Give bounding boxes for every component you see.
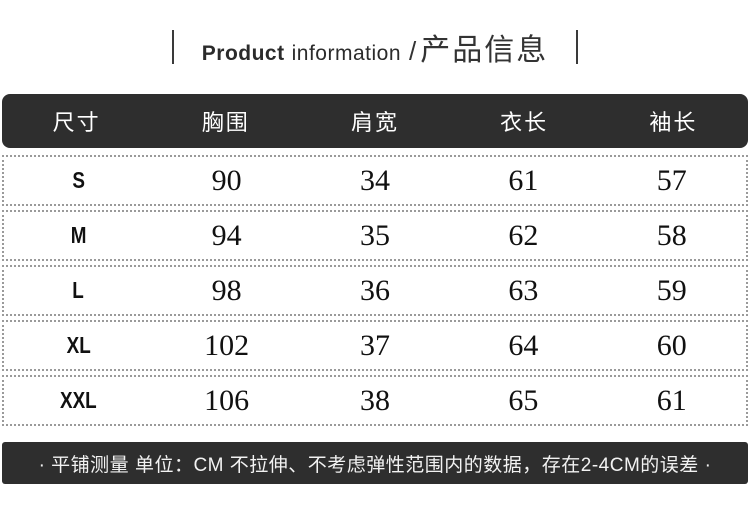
measurement-value: 90 [211, 163, 242, 197]
title-slash: / [409, 36, 417, 66]
measurement-value: 65 [508, 383, 539, 417]
size-label: L [72, 277, 84, 303]
title-left-divider [171, 30, 174, 64]
measurement-value: 106 [204, 383, 250, 417]
measurement-value: 94 [211, 218, 242, 252]
table-row: S 90 34 61 57 [2, 155, 748, 206]
measurement-value: 102 [204, 328, 250, 362]
header-cell-4: 袖长 [649, 110, 698, 135]
title-text: Product information / 产品信息 [202, 25, 548, 69]
size-label: XL [66, 332, 91, 358]
measurement-value: 61 [656, 383, 687, 417]
measurement-value: 63 [508, 273, 539, 307]
measurement-note-bar: · 平铺测量 单位：CM 不拉伸、不考虑弹性范围内的数据，存在2-4CM的误差 … [2, 442, 748, 484]
size-label: S [71, 167, 85, 193]
title-english-rest: information [291, 42, 401, 65]
table-row: L 98 36 63 59 [2, 265, 748, 316]
measurement-value: 34 [359, 163, 390, 197]
table-body: S 90 34 61 57 M 94 35 62 58 L 98 36 63 59 XL 102 37 64 60 XX… [2, 155, 748, 426]
table-row: M 94 35 62 58 [2, 210, 748, 261]
header-cell-0: 尺寸 [52, 110, 101, 135]
header-cell-1: 胸围 [201, 110, 250, 135]
measurement-value: 58 [656, 218, 687, 252]
size-table: 尺寸 胸围 肩宽 衣长 袖长 S 90 34 61 57 M 94 35 62 58 L 98 36 63 59 XL… [2, 94, 748, 426]
measurement-value: 36 [359, 273, 390, 307]
table-row: XXL 106 38 65 61 [2, 375, 748, 426]
measurement-value: 38 [359, 383, 390, 417]
measurement-value: 61 [508, 163, 539, 197]
measurement-value: 64 [508, 328, 539, 362]
title-english-bold: Product [201, 42, 285, 65]
measurement-note-text: · 平铺测量 单位：CM 不拉伸、不考虑弹性范围内的数据，存在2-4CM的误差 … [38, 454, 712, 476]
measurement-value: 60 [656, 328, 687, 362]
header-cell-3: 衣长 [500, 110, 549, 135]
table-row: XL 102 37 64 60 [2, 320, 748, 371]
size-label: M [70, 222, 87, 248]
title-right-divider [576, 30, 579, 64]
title-chinese: 产品信息 [420, 34, 549, 67]
size-label: XXL [59, 387, 97, 413]
table-header-row: 尺寸 胸围 肩宽 衣长 袖长 [2, 94, 748, 148]
measurement-value: 37 [359, 328, 390, 362]
page-title: Product information / 产品信息 [0, 0, 750, 94]
measurement-value: 35 [359, 218, 390, 252]
measurement-value: 98 [211, 273, 242, 307]
measurement-value: 57 [656, 163, 687, 197]
measurement-value: 59 [656, 273, 687, 307]
header-cell-2: 肩宽 [350, 110, 399, 135]
measurement-value: 62 [508, 218, 539, 252]
